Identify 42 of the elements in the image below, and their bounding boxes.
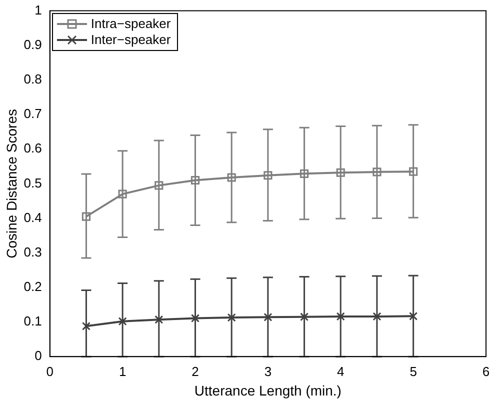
point [300,312,309,322]
point [409,167,418,176]
y-tick-label: 0.3 [24,244,42,260]
y-tick-label: 0.1 [24,314,42,329]
x-tick-label: 1 [118,364,126,379]
point [264,171,272,180]
point [82,322,90,330]
point [118,317,127,326]
y-tick-label: 0.5 [24,175,42,190]
y-tick-label: 1 [34,2,42,18]
x-tick-label: 2 [192,364,199,379]
point [300,169,309,178]
x-tick-label: 5 [410,364,417,379]
point [190,314,200,322]
point [336,312,345,321]
y-tick-label: 0.7 [24,106,42,122]
point [154,181,164,190]
point [264,312,272,322]
x-axis-title: Utterance Length (min.) [194,382,342,398]
y-tick-label: 0.8 [24,72,42,87]
point [227,173,236,182]
y-axis-title: Cosine Distance Scores [3,108,20,258]
point [82,212,90,221]
point [227,313,236,322]
x-tick-label: 6 [482,364,490,379]
point [118,190,127,198]
point [409,312,418,320]
point [190,176,200,185]
legend-label: Intra−speaker [90,16,171,32]
point [154,315,164,324]
point [336,168,345,177]
y-tick-label: 0.6 [24,140,42,156]
y-tick-label: 0.4 [24,210,42,225]
y-tick-label: 0 [34,348,42,364]
y-tick-label: 0.9 [24,36,42,52]
x-tick-label: 4 [337,364,344,379]
x-tick-label: 0 [46,364,54,379]
y-tick-label: 0.2 [24,279,42,294]
legend-label: Inter−speaker [90,32,171,48]
x-tick-label: 3 [264,364,272,379]
point [372,312,382,321]
point [372,168,382,176]
